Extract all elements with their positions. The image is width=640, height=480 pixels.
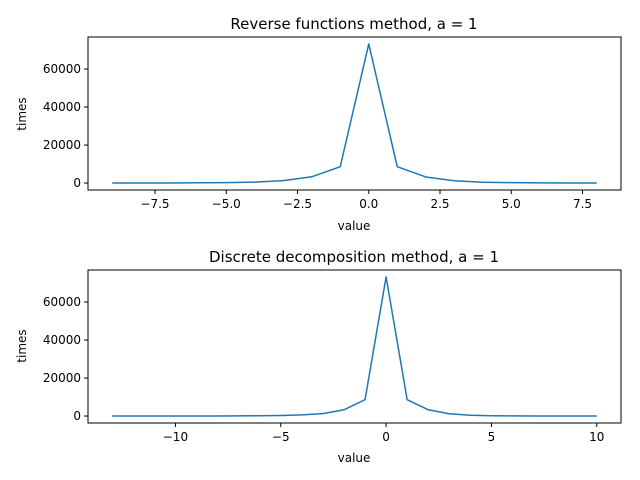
y-tick-label: 0 — [73, 409, 81, 423]
x-tick-label: −5 — [272, 430, 290, 444]
x-axis-label: value — [338, 451, 371, 465]
y-tick-label: 60000 — [43, 62, 81, 76]
x-tick-label: 5 — [488, 430, 496, 444]
y-axis-label: times — [15, 329, 29, 362]
y-tick-label: 40000 — [43, 333, 81, 347]
chart-title: Reverse functions method, a = 1 — [230, 15, 477, 33]
chart-title: Discrete decomposition method, a = 1 — [209, 248, 499, 266]
plot-marks — [112, 276, 597, 417]
chart-reverse-functions: Reverse functions method, a = 1 value ti… — [15, 15, 622, 233]
x-tick-label: −2.5 — [283, 197, 312, 211]
y-tick-label: 20000 — [43, 138, 81, 152]
x-tick-label: 5.0 — [502, 197, 521, 211]
ticks: −7.5 −5.0 −2.5 0.0 2.5 5.0 7.5 0 20000 40000 60000 — [43, 62, 592, 211]
x-tick-label: 0.0 — [359, 197, 378, 211]
x-tick-label: −7.5 — [140, 197, 169, 211]
axes-frame — [87, 36, 622, 191]
x-axis-label: value — [338, 219, 371, 233]
axes-frame — [87, 269, 622, 424]
y-axis-label: times — [15, 97, 29, 130]
x-tick-label: 7.5 — [573, 197, 592, 211]
x-tick-label: 0 — [382, 430, 390, 444]
ticks: −10 −5 0 5 10 0 20000 40000 60000 — [43, 295, 605, 444]
x-tick-label: −10 — [163, 430, 188, 444]
series-line — [112, 276, 597, 417]
plot-marks — [112, 43, 597, 184]
x-tick-label: −5.0 — [212, 197, 241, 211]
x-tick-label: 10 — [589, 430, 604, 444]
y-tick-label: 0 — [73, 176, 81, 190]
y-tick-label: 20000 — [43, 371, 81, 385]
y-tick-label: 40000 — [43, 100, 81, 114]
series-line — [112, 43, 597, 184]
chart-discrete-decomposition: Discrete decomposition method, a = 1 val… — [15, 248, 622, 465]
x-tick-label: 2.5 — [430, 197, 449, 211]
y-tick-label: 60000 — [43, 295, 81, 309]
